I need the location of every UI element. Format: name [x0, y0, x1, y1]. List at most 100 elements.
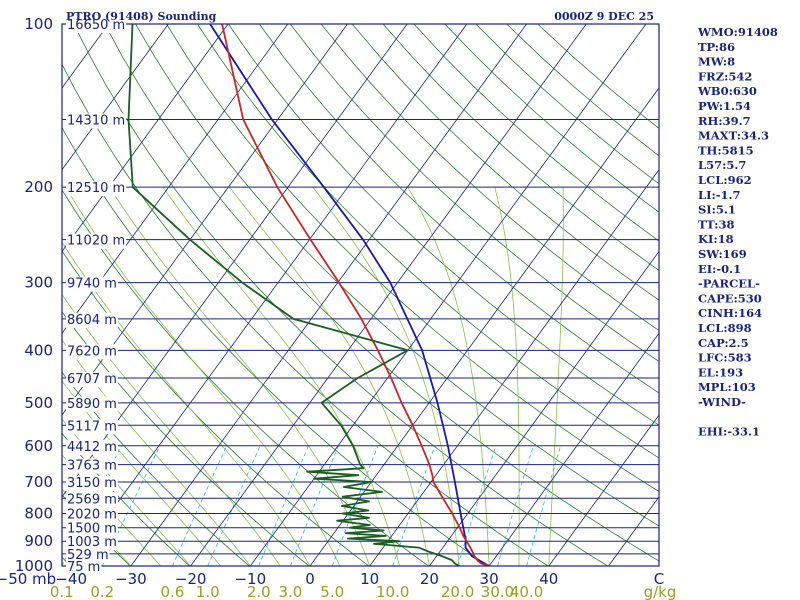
height-label-bg	[66, 476, 118, 492]
isotherm	[62, 24, 408, 498]
height-label: 3763 m	[67, 459, 117, 474]
height-label: 9740 m	[67, 277, 117, 292]
height-label: 16650 m	[67, 18, 125, 33]
index-value: CINH:164	[698, 306, 762, 320]
dry-adiabat	[0, 24, 11, 566]
index-value: TH:5815	[698, 143, 754, 157]
index-value: KI:18	[698, 232, 734, 246]
temperature-tick-label: 0	[305, 570, 315, 588]
height-label: 1003 m	[67, 535, 117, 550]
index-value: EHI:-33.1	[698, 425, 760, 439]
temperature-tick-label: 10	[360, 570, 379, 588]
temperature-tick-label: 20	[420, 570, 439, 588]
dry-adiabat	[62, 189, 429, 566]
mixing-ratio-line	[497, 445, 534, 566]
height-label-bg	[66, 439, 118, 455]
height-label: 75 m	[67, 560, 100, 575]
mixing-ratio-tick-label: 0.1	[50, 583, 74, 600]
mixing-ratio-tick-label: 0.6	[160, 583, 184, 600]
index-value: SW:169	[698, 247, 747, 261]
index-value: LI:-1.7	[698, 188, 741, 202]
mixing-ratio-tick-label: 3.0	[278, 583, 302, 600]
height-label: 8604 m	[67, 313, 117, 328]
index-value: -PARCEL-	[698, 277, 760, 291]
mixing-ratio-line	[331, 445, 379, 566]
mixing-ratio-unit-label: g/kg	[644, 583, 677, 600]
pressure-tick-label: 800	[24, 504, 53, 522]
height-label: 5890 m	[67, 397, 117, 412]
mixing-ratio-tick-label: 10.0	[376, 583, 409, 600]
height-label-bg	[66, 18, 127, 33]
height-label-bg	[66, 458, 118, 474]
pressure-tick-label: 300	[24, 274, 53, 292]
height-label: 2020 m	[67, 507, 117, 522]
plot-frame	[61, 23, 660, 567]
mixing-ratio-tick-label: 1.0	[196, 583, 220, 600]
isotherm	[70, 24, 468, 566]
isotherm	[249, 24, 647, 566]
height-label-bg	[66, 396, 118, 412]
index-value: CAP:2.5	[698, 336, 749, 350]
temperature-tick-label: 40	[539, 570, 558, 588]
height-label-bg	[66, 181, 127, 197]
index-value: EL:193	[698, 365, 743, 379]
height-label-bg	[66, 312, 118, 328]
height-label-bg	[66, 113, 127, 129]
pressure-tick-label: 900	[24, 532, 53, 550]
mixing-ratio-tick-label: 2.0	[247, 583, 271, 600]
pressure-unit-label: mb	[32, 570, 56, 588]
pressure-tick-label: 500	[24, 394, 53, 412]
height-label-bg	[66, 233, 127, 249]
isotherm	[309, 87, 659, 566]
pressure-tick-label: 100	[24, 15, 53, 33]
index-value: -WIND-	[698, 395, 746, 409]
mixing-ratio-tick-label: 30.0	[481, 583, 514, 600]
temperature-tick-label: −30	[115, 570, 147, 588]
height-label-bg	[66, 344, 118, 360]
chart-grid	[0, 24, 659, 566]
mixing-ratio-line	[526, 445, 561, 566]
index-value: SI:5.1	[698, 203, 736, 217]
temperature-tick-label: 30	[480, 570, 499, 588]
index-value: CAPE:530	[698, 291, 762, 305]
station-title: PTRO (91408) Sounding	[66, 10, 217, 23]
isotherm	[62, 24, 229, 253]
index-value: MAXT:34.3	[698, 129, 769, 143]
parcel-trace	[209, 24, 490, 566]
temperature-tick-label: −20	[175, 570, 207, 588]
temperature-tick-label: −10	[234, 570, 266, 588]
mixing-ratio-line	[258, 445, 309, 566]
index-value: PW:1.54	[698, 99, 751, 113]
height-label: 11020 m	[67, 234, 125, 249]
index-value: RH:39.7	[698, 114, 751, 128]
pressure-tick-label: 700	[24, 473, 53, 491]
height-label-bg	[66, 372, 118, 388]
height-label-bg	[66, 547, 110, 563]
pressure-tick-label: 400	[24, 341, 53, 359]
moist-adiabat	[494, 187, 520, 566]
height-label: 12510 m	[67, 181, 125, 196]
height-label-bg	[66, 560, 102, 575]
temperature-tick-label: −40	[55, 570, 87, 588]
mixing-ratio-tick-label: 20.0	[441, 583, 474, 600]
dewpoint-trace	[127, 24, 460, 566]
index-value: FRZ:542	[698, 69, 752, 83]
mixing-ratio-line	[457, 445, 497, 566]
isotherm	[62, 24, 289, 334]
isotherm	[548, 414, 659, 566]
height-label-bg	[66, 419, 118, 435]
height-label: 5117 m	[67, 419, 117, 434]
height-label-bg	[66, 521, 118, 537]
height-label: 7620 m	[67, 344, 117, 359]
mixing-ratio-tick-label: 0.2	[90, 583, 114, 600]
dry-adiabat	[104, 24, 659, 562]
index-value: LCL:898	[698, 321, 752, 335]
index-value: MPL:103	[698, 380, 756, 394]
pressure-tick-label: 200	[24, 178, 53, 196]
height-label: 6707 m	[67, 372, 117, 387]
mixing-ratio-tick-label: 5.0	[320, 583, 344, 600]
pressure-tick-label: 1000	[15, 557, 53, 575]
height-label: 3150 m	[67, 476, 117, 491]
height-label: 1500 m	[67, 522, 117, 537]
